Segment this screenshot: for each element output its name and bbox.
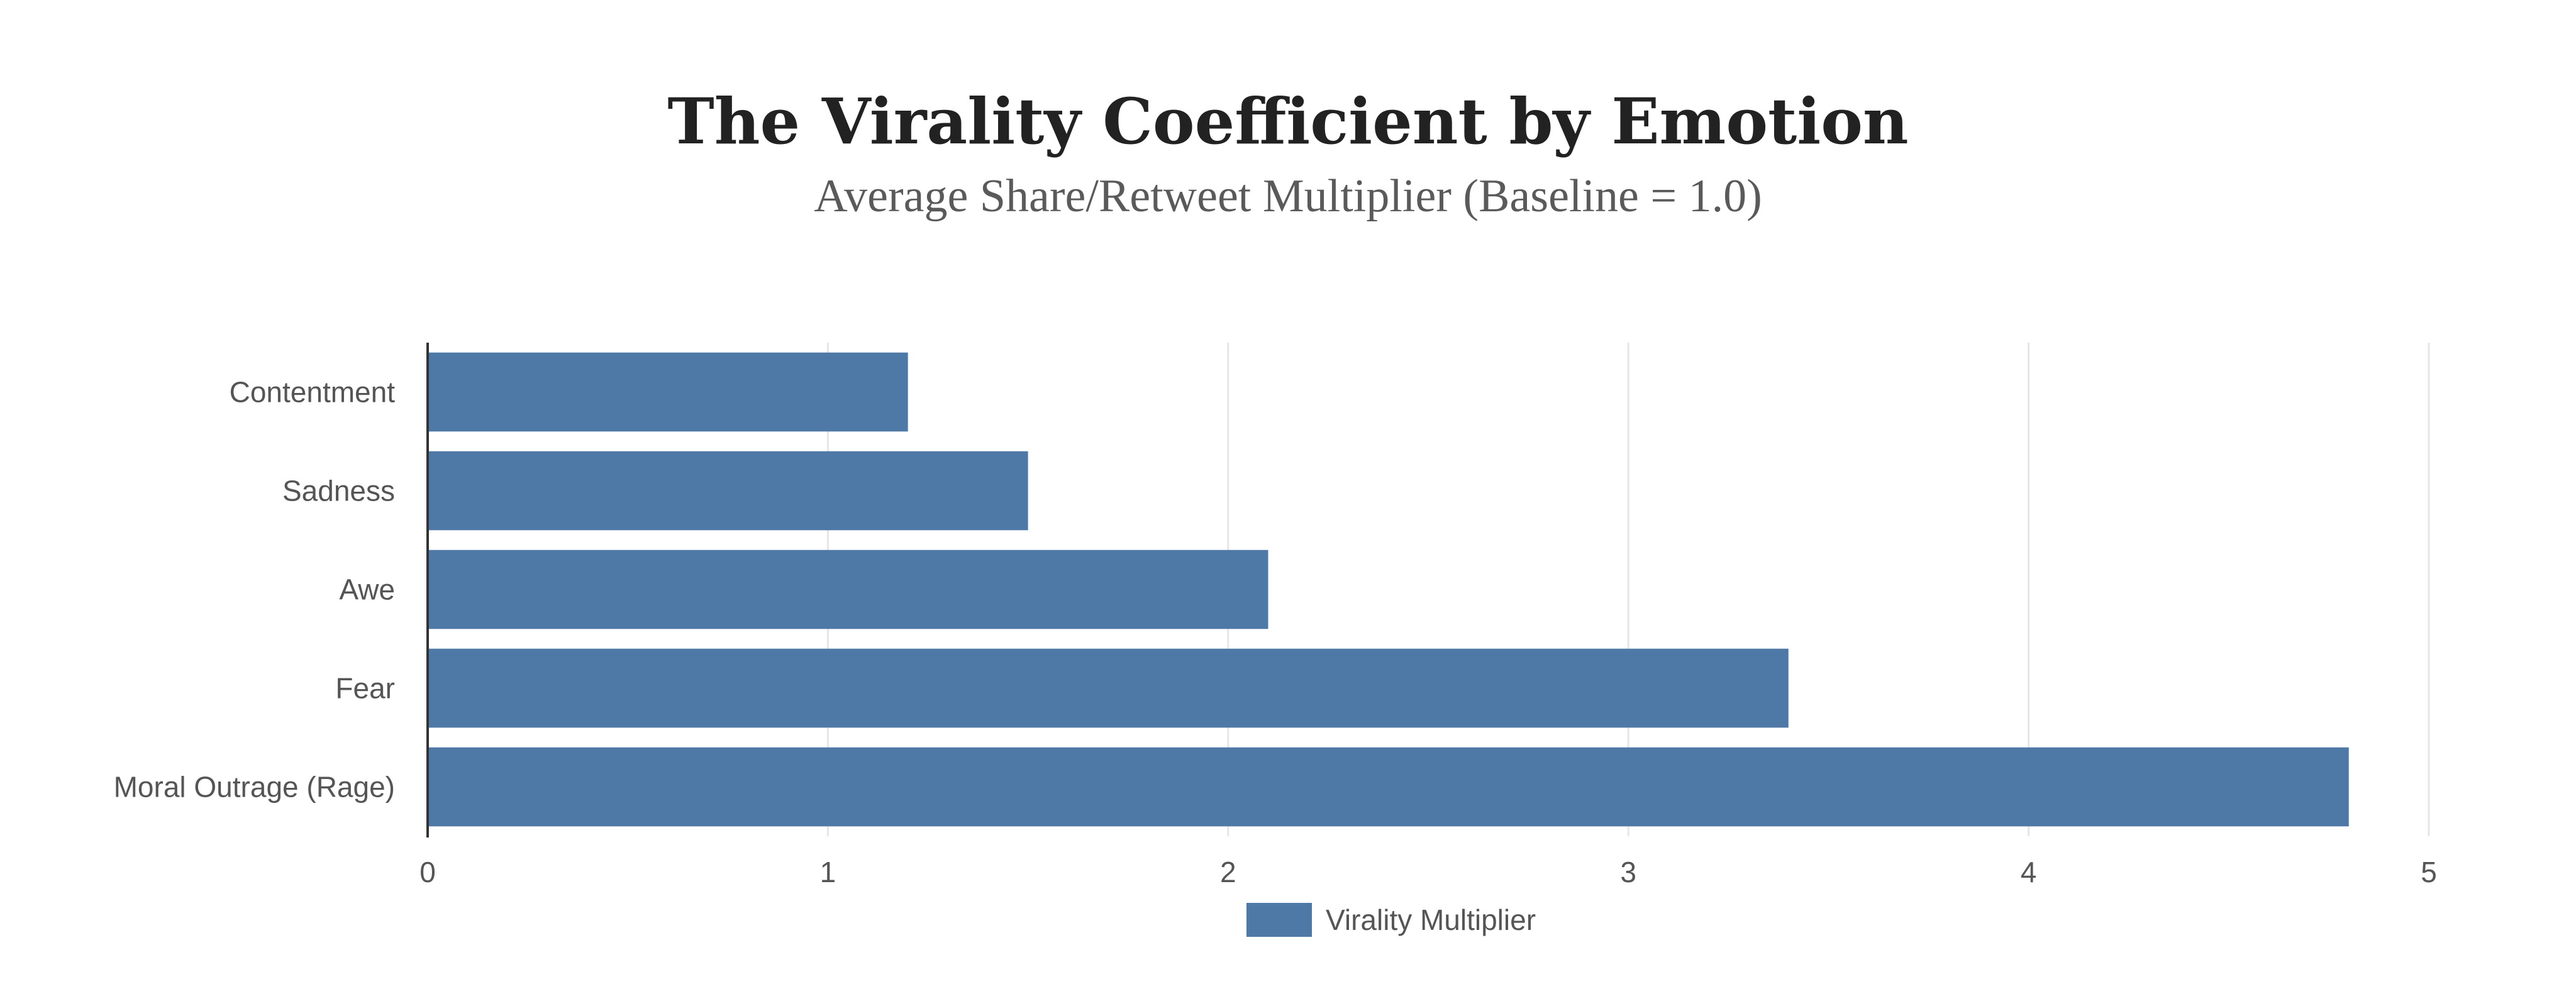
category-label: Awe [339, 573, 395, 606]
bar[interactable] [428, 747, 2349, 827]
category-label: Fear [335, 672, 395, 705]
bars [428, 352, 2349, 827]
x-tick-labels: 0 1 2 3 4 5 [419, 856, 2437, 888]
x-tick-label: 2 [1220, 856, 1236, 888]
bar[interactable] [428, 648, 1789, 728]
category-label: Moral Outrage (Rage) [114, 771, 395, 804]
x-tick-label: 5 [2421, 856, 2437, 888]
bar[interactable] [428, 451, 1028, 531]
chart-subtitle: Average Share/Retweet Multiplier (Baseli… [814, 170, 1762, 222]
legend-label: Virality Multiplier [1326, 904, 1536, 936]
x-tick-label: 4 [2021, 856, 2037, 888]
x-tick-label: 0 [419, 856, 436, 888]
x-tick-label: 1 [820, 856, 836, 888]
legend[interactable]: Virality Multiplier [1246, 903, 1536, 937]
bar[interactable] [428, 550, 1269, 629]
category-labels: Contentment Sadness Awe Fear Moral Outrage (… [114, 376, 396, 804]
chart-title: The Virality Coefficient by Emotion [667, 84, 1908, 158]
category-label: Contentment [230, 376, 396, 409]
category-label: Sadness [282, 475, 395, 507]
legend-swatch [1246, 903, 1312, 937]
x-tick-label: 3 [1620, 856, 1636, 888]
bar[interactable] [428, 352, 908, 432]
